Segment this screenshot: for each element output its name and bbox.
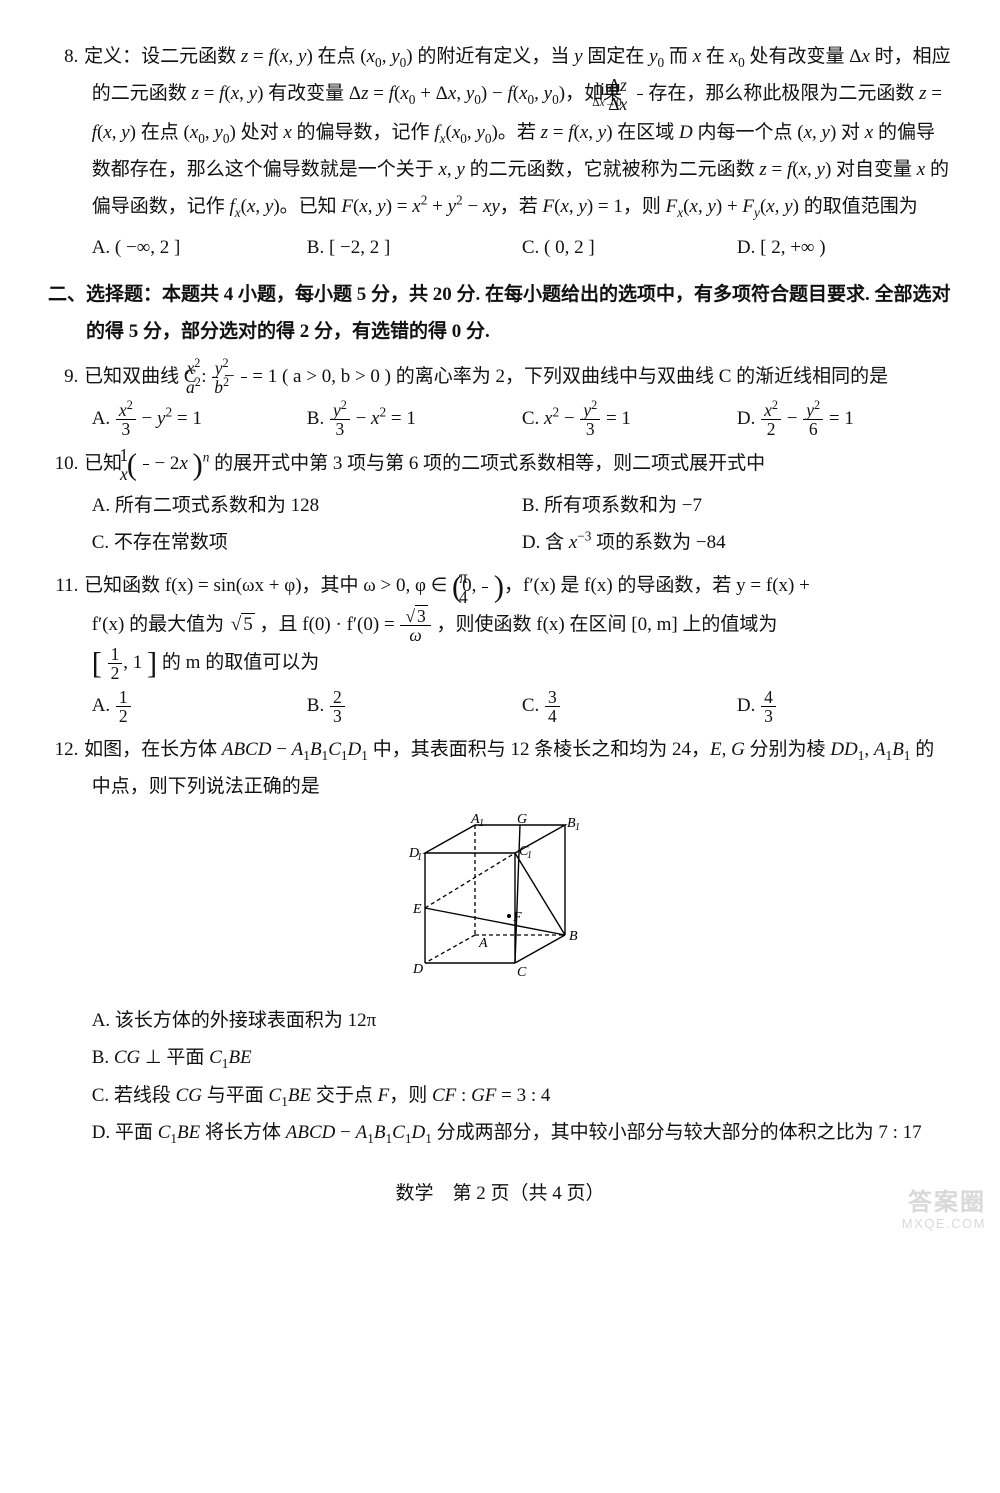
- q8-option-d[interactable]: D. [ 2, +∞ ): [737, 229, 952, 266]
- svg-text:E: E: [412, 902, 422, 917]
- question-12-body: 12.如图，在长方体 ABCD − A1B1C1D1 中，其表面积与 12 条棱…: [48, 731, 952, 805]
- q8-option-b[interactable]: B. [ −2, 2 ]: [307, 229, 522, 266]
- question-12-number: 12.: [48, 731, 78, 768]
- svg-text:G: G: [517, 813, 527, 827]
- question-10-number: 10.: [48, 445, 78, 482]
- question-10-options: A. 所有二项式系数和为 128 B. 所有项系数和为 −7 C. 不存在常数项…: [48, 487, 952, 561]
- svg-text:1: 1: [479, 818, 484, 829]
- question-8-options: A. ( −∞, 2 ] B. [ −2, 2 ] C. ( 0, 2 ] D.…: [48, 229, 952, 266]
- svg-text:F: F: [512, 910, 522, 925]
- question-10: 10.已知 ( 1x − 2x )n 的展开式中第 3 项与第 6 项的二项式系…: [48, 445, 952, 562]
- question-11-line3: [ 12, 1 ] 的 m 的取值可以为: [48, 644, 952, 682]
- q11-option-a[interactable]: A. 12: [92, 687, 307, 725]
- watermark: 答案圈 MXQE.COM: [902, 1189, 986, 1232]
- question-8-body: 8.定义：设二元函数 z = f(x, y) 在点 (x0, y0) 的附近有定…: [48, 38, 952, 225]
- question-11-line2: f′(x) 的最大值为 √5 ，且 f(0) · f′(0) = √3ω ，则使…: [48, 606, 952, 644]
- question-9: 9.已知双曲线 C : x2a2 − y2b2 = 1 ( a > 0, b >…: [48, 358, 952, 439]
- question-9-body: 9.已知双曲线 C : x2a2 − y2b2 = 1 ( a > 0, b >…: [48, 358, 952, 396]
- q9-option-b[interactable]: B. y23 − x2 = 1: [307, 400, 522, 438]
- q11-option-c[interactable]: C. 34: [522, 687, 737, 725]
- q10-option-c[interactable]: C. 不存在常数项: [92, 524, 522, 561]
- question-12-figure: A1 G B1 D1 C1 E F A B D C: [48, 813, 952, 996]
- page-footer: 数学 第 2 页（共 4 页）: [48, 1175, 952, 1212]
- q12-option-b[interactable]: B. CG ⊥ 平面 C1BE: [48, 1039, 952, 1076]
- question-8-number: 8.: [48, 38, 78, 75]
- q11-option-b[interactable]: B. 23: [307, 687, 522, 725]
- watermark-title: 答案圈: [902, 1189, 986, 1217]
- question-11-number: 11.: [48, 567, 78, 604]
- q9-suffix: = 1 ( a > 0, b > 0 ) 的离心率为 2，下列双曲线中与双曲线 …: [252, 366, 888, 387]
- question-9-options: A. x23 − y2 = 1 B. y23 − x2 = 1 C. x2 − …: [48, 400, 952, 438]
- q9-option-d[interactable]: D. x22 − y26 = 1: [737, 400, 952, 438]
- question-11-body: 11.已知函数 f(x) = sin(ωx + φ)，其中 ω > 0, φ ∈…: [48, 567, 952, 605]
- question-8: 8.定义：设二元函数 z = f(x, y) 在点 (x0, y0) 的附近有定…: [48, 38, 952, 266]
- q10-option-d[interactable]: D. 含 x−3 项的系数为 −84: [522, 524, 952, 561]
- question-11-options: A. 12 B. 23 C. 34 D. 43: [48, 687, 952, 725]
- svg-text:1: 1: [417, 852, 422, 863]
- question-12: 12.如图，在长方体 ABCD − A1B1C1D1 中，其表面积与 12 条棱…: [48, 731, 952, 1150]
- q8-option-c[interactable]: C. ( 0, 2 ]: [522, 229, 737, 266]
- svg-text:B: B: [569, 929, 578, 944]
- svg-text:C: C: [517, 965, 527, 980]
- q8-option-a[interactable]: A. ( −∞, 2 ]: [92, 229, 307, 266]
- watermark-url: MXQE.COM: [902, 1217, 986, 1232]
- q10-option-a[interactable]: A. 所有二项式系数和为 128: [92, 487, 522, 524]
- svg-text:A: A: [478, 936, 488, 951]
- svg-text:1: 1: [527, 850, 532, 861]
- q12-option-d[interactable]: D. 平面 C1BE 将长方体 ABCD − A1B1C1D1 分成两部分，其中…: [48, 1114, 952, 1151]
- question-10-body: 10.已知 ( 1x − 2x )n 的展开式中第 3 项与第 6 项的二项式系…: [48, 445, 952, 483]
- q10-option-b[interactable]: B. 所有项系数和为 −7: [522, 487, 952, 524]
- section-2-header: 二、选择题：本题共 4 小题，每小题 5 分，共 20 分. 在每小题给出的选项…: [86, 276, 952, 350]
- q12-option-a[interactable]: A. 该长方体的外接球表面积为 12π: [48, 1002, 952, 1039]
- q12-option-c[interactable]: C. 若线段 CG 与平面 C1BE 交于点 F，则 CF : GF = 3 :…: [48, 1077, 952, 1114]
- svg-text:1: 1: [575, 822, 580, 833]
- question-11: 11.已知函数 f(x) = sin(ωx + φ)，其中 ω > 0, φ ∈…: [48, 567, 952, 725]
- q11-option-d[interactable]: D. 43: [737, 687, 952, 725]
- q9-option-c[interactable]: C. x2 − y23 = 1: [522, 400, 737, 438]
- q9-option-a[interactable]: A. x23 − y2 = 1: [92, 400, 307, 438]
- question-9-number: 9.: [48, 358, 78, 395]
- svg-text:D: D: [412, 962, 423, 977]
